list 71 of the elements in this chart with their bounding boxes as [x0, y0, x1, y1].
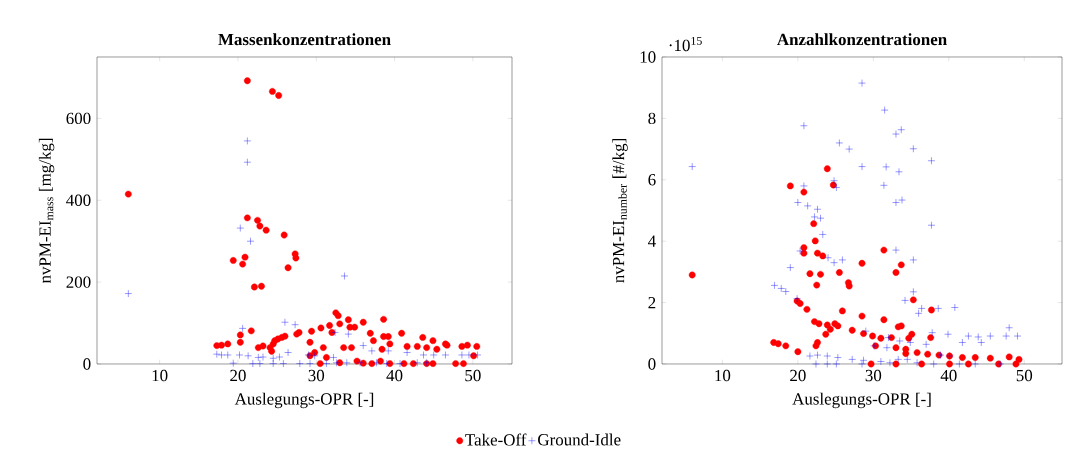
point	[430, 351, 438, 359]
y-tick-label: 0	[83, 358, 91, 370]
text: ·10$^{15}$	[669, 36, 702, 52]
point	[243, 137, 252, 145]
point	[322, 359, 331, 368]
point	[279, 359, 288, 368]
point	[343, 359, 351, 367]
point	[284, 348, 292, 357]
point	[368, 347, 376, 355]
x-tick-label: 40	[386, 369, 403, 382]
point	[311, 352, 319, 360]
point	[229, 359, 237, 367]
y-axis-title: nvPM-EI$_{number}$ [#/kg]	[612, 139, 628, 283]
y-tick-label: 400	[66, 194, 91, 206]
point	[259, 353, 267, 361]
point	[465, 351, 473, 359]
point	[359, 341, 367, 350]
point	[244, 352, 252, 360]
y-tick-label: 0	[648, 358, 656, 370]
point	[246, 237, 255, 245]
point	[256, 359, 264, 368]
point	[254, 353, 262, 362]
y-tick-label: 2	[648, 296, 656, 309]
point	[413, 359, 421, 367]
point	[217, 351, 226, 359]
point	[249, 359, 257, 368]
point	[396, 359, 404, 368]
point	[238, 324, 247, 333]
point	[269, 359, 277, 368]
point	[344, 330, 353, 338]
x-tick-label: 30	[865, 369, 882, 382]
point	[473, 351, 482, 359]
point	[419, 351, 428, 359]
x-tick-label: 50	[1016, 369, 1033, 382]
y-tick-label: 200	[66, 276, 91, 288]
x-axis-title: Auslegungs-OPR [-]	[234, 392, 374, 409]
chart-title: Anzahlkonzentrationen	[777, 33, 947, 46]
point	[213, 350, 221, 358]
y-tick-label: 6	[648, 174, 656, 186]
x-axis-title: Auslegungs-OPR [-]	[792, 392, 931, 409]
point	[296, 359, 304, 368]
point	[275, 353, 284, 361]
y-axis-title: nvPM-EI$_{mass}$ [mg/kg]	[38, 138, 55, 284]
point	[124, 289, 133, 298]
point	[306, 359, 314, 368]
point	[291, 321, 299, 329]
x-tick-label: 20	[790, 369, 806, 382]
point	[403, 348, 411, 357]
point	[441, 351, 450, 359]
point	[340, 272, 349, 280]
y-tick-label: 600	[66, 112, 91, 125]
x-tick-label: 40	[940, 369, 957, 382]
x-tick-label: 20	[230, 369, 246, 382]
x-tick-label: 10	[715, 369, 731, 382]
chart-title: Massenkonzentrationen	[218, 33, 391, 46]
legend-label: Ground-Idle	[538, 433, 621, 446]
point	[236, 224, 244, 232]
y-tick-label: 4	[648, 235, 656, 247]
x-tick-label: 10	[152, 369, 168, 382]
point	[269, 354, 277, 362]
legend-label: Take-Off	[465, 433, 527, 446]
y-tick-label: 8	[648, 112, 656, 125]
y-tick-label: 10	[640, 51, 656, 63]
x-tick-label: 30	[308, 369, 325, 382]
point	[281, 318, 289, 326]
point	[235, 351, 244, 359]
x-tick-label: 50	[465, 369, 481, 382]
point	[224, 351, 232, 359]
point	[458, 351, 466, 359]
point	[243, 158, 252, 166]
point	[384, 347, 392, 355]
